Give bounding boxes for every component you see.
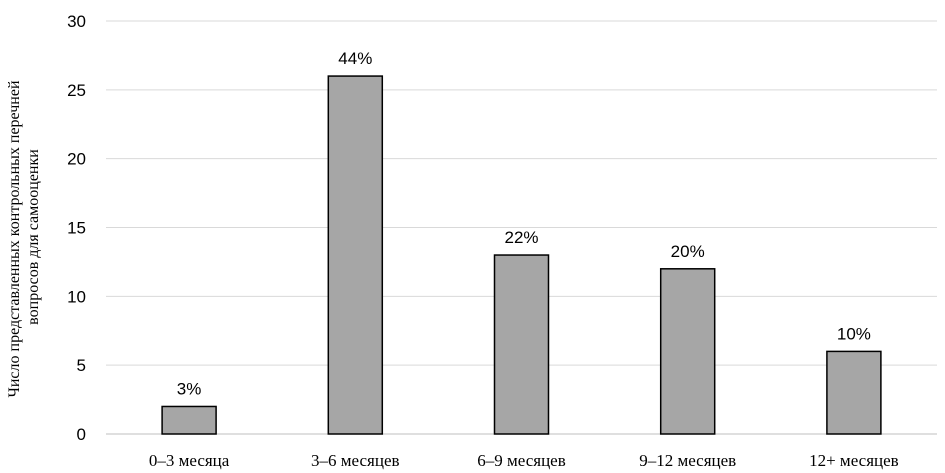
bar	[826, 350, 882, 435]
y-tick-label: 10	[67, 287, 86, 306]
data-label: 3%	[177, 379, 202, 398]
y-tick-label: 20	[67, 150, 86, 169]
bar	[659, 268, 716, 435]
y-tick-label: 0	[77, 425, 86, 444]
y-axis-label: Число представленных контрольных перечне…	[6, 76, 42, 397]
data-label: 44%	[338, 49, 372, 68]
bar	[327, 75, 384, 435]
x-tick-label: 0–3 месяца	[149, 451, 230, 470]
y-tick-label: 25	[67, 81, 86, 100]
x-tick-label: 9–12 месяцев	[639, 451, 736, 470]
data-label: 10%	[837, 324, 871, 343]
y-tick-label: 15	[67, 219, 86, 238]
y-axis-label-line-2: вопросов для самооценки	[25, 149, 42, 325]
y-tick-label: 30	[67, 12, 86, 31]
data-label: 20%	[671, 242, 705, 261]
y-axis-ticks: 0 5 10 15 20 25 30	[67, 12, 86, 444]
x-tick-label: 12+ месяцев	[809, 451, 899, 470]
y-axis-label-line-1: Число представленных контрольных перечне…	[6, 80, 23, 398]
bars	[161, 75, 882, 435]
bar	[161, 405, 217, 435]
x-axis-categories: 0–3 месяца 3–6 месяцев 6–9 месяцев 9–12 мес…	[149, 451, 899, 470]
data-labels: 3% 44% 22% 20% 10%	[177, 49, 871, 398]
data-label: 22%	[504, 228, 538, 247]
bar	[493, 254, 550, 435]
y-tick-label: 5	[77, 356, 86, 375]
x-tick-label: 6–9 месяцев	[477, 451, 566, 470]
x-tick-label: 3–6 месяцев	[311, 451, 400, 470]
